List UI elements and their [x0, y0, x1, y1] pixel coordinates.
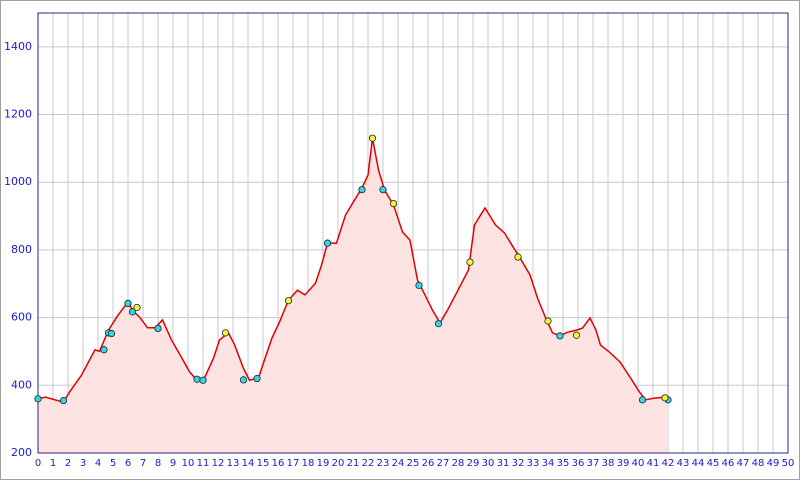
waypoint [514, 253, 522, 261]
waypoint [133, 303, 141, 312]
waypoint [358, 186, 366, 194]
y-tick-label: 400 [11, 378, 32, 391]
x-tick-label: 32 [512, 458, 525, 469]
x-tick-label: 36 [572, 458, 585, 469]
waypoint [284, 297, 293, 305]
x-tick-label: 20 [332, 458, 345, 469]
x-tick-label: 1 [50, 458, 56, 469]
x-tick-label: 18 [302, 458, 315, 469]
x-tick-label: 15 [257, 458, 270, 469]
x-tick-label: 35 [557, 458, 570, 469]
y-tick-label: 800 [11, 243, 32, 256]
waypoint [466, 258, 474, 266]
waypoint [323, 239, 332, 247]
x-tick-label: 5 [110, 458, 116, 469]
x-tick-label: 16 [272, 458, 285, 469]
x-tick-label: 45 [707, 458, 720, 469]
waypoint [128, 308, 137, 316]
x-tick-label: 10 [182, 458, 195, 469]
x-tick-label: 19 [317, 458, 330, 469]
waypoint [638, 396, 647, 404]
waypoint [199, 376, 207, 384]
y-tick-label: 1400 [4, 40, 32, 53]
x-tick-label: 7 [140, 458, 146, 469]
x-tick-label: 30 [482, 458, 495, 469]
waypoint [193, 375, 201, 383]
x-tick-label: 3 [80, 458, 86, 469]
x-tick-label: 49 [767, 458, 780, 469]
waypoint [34, 395, 42, 403]
x-tick-label: 42 [662, 458, 675, 469]
x-tick-label: 25 [407, 458, 420, 469]
x-tick-label: 24 [392, 458, 405, 469]
waypoint [415, 281, 423, 290]
x-tick-label: 9 [170, 458, 176, 469]
waypoint [221, 329, 230, 337]
x-tick-label: 4 [95, 458, 101, 469]
x-tick-label: 47 [737, 458, 750, 469]
area-fill [38, 138, 668, 453]
waypoint [253, 374, 261, 383]
waypoint [434, 320, 443, 328]
x-tick-label: 50 [782, 458, 795, 469]
waypoint [661, 394, 669, 402]
x-tick-label: 38 [602, 458, 615, 469]
x-tick-label: 39 [617, 458, 630, 469]
y-tick-label: 200 [11, 446, 32, 459]
waypoint [544, 317, 552, 325]
waypoint [107, 329, 116, 338]
x-tick-label: 0 [35, 458, 41, 469]
y-tick-label: 1000 [4, 175, 32, 188]
x-tick-label: 31 [497, 458, 510, 469]
x-tick-label: 27 [437, 458, 450, 469]
x-tick-label: 33 [527, 458, 540, 469]
waypoint [389, 199, 398, 208]
plot-border [37, 12, 789, 454]
x-tick-label: 41 [647, 458, 660, 469]
waypoint [124, 299, 132, 307]
waypoint [154, 324, 162, 333]
waypoint [100, 346, 108, 354]
waypoint [59, 396, 68, 405]
waypoint [368, 134, 377, 142]
waypoint [556, 332, 564, 340]
x-tick-label: 46 [722, 458, 735, 469]
x-tick-label: 6 [125, 458, 131, 469]
x-tick-label: 29 [467, 458, 480, 469]
y-tick-label: 600 [11, 311, 32, 324]
x-tick-label: 26 [422, 458, 435, 469]
x-tick-label: 11 [197, 458, 210, 469]
x-tick-label: 44 [692, 458, 705, 469]
x-tick-label: 8 [155, 458, 161, 469]
x-tick-label: 22 [362, 458, 375, 469]
y-tick-label: 1200 [4, 108, 32, 121]
x-tick-label: 37 [587, 458, 600, 469]
x-tick-label: 34 [542, 458, 555, 469]
x-tick-label: 17 [287, 458, 300, 469]
x-tick-label: 2 [65, 458, 71, 469]
x-tick-label: 21 [347, 458, 360, 469]
x-tick-label: 12 [212, 458, 225, 469]
x-tick-label: 28 [452, 458, 465, 469]
x-tick-label: 48 [752, 458, 765, 469]
x-tick-label: 14 [242, 458, 255, 469]
x-tick-label: 40 [632, 458, 645, 469]
waypoint [379, 186, 387, 194]
waypoint [572, 331, 581, 339]
x-tick-label: 43 [677, 458, 690, 469]
x-tick-label: 13 [227, 458, 240, 469]
x-tick-label: 23 [377, 458, 390, 469]
waypoint [239, 376, 248, 384]
